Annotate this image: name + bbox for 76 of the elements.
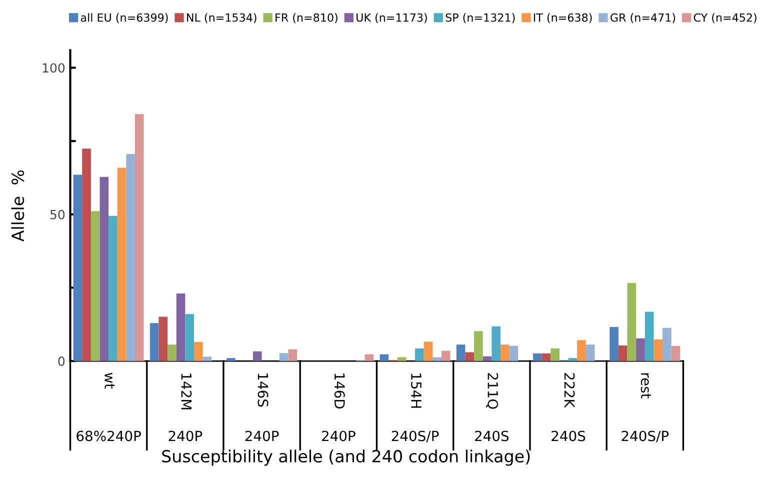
bar <box>610 326 618 362</box>
y-tick-label: 0 <box>58 356 65 366</box>
bar <box>500 344 510 362</box>
bar <box>82 148 91 362</box>
bar <box>168 344 176 362</box>
bar <box>397 357 406 362</box>
bar <box>644 312 654 362</box>
bar <box>482 356 492 362</box>
x-tick-label: rest <box>640 373 651 398</box>
bar <box>176 294 186 362</box>
bar <box>618 345 628 362</box>
bar <box>380 354 389 362</box>
y-axis-title: Allele % <box>11 170 24 242</box>
bar <box>279 353 288 362</box>
y-tick-label: 100 <box>42 63 65 73</box>
bar <box>194 342 203 362</box>
bar <box>252 351 262 362</box>
legend-label: NL (n=1534) <box>187 13 256 24</box>
x-tick-label: 146D <box>334 374 345 409</box>
bar <box>226 358 236 362</box>
x-tick-label: 222K <box>564 373 575 408</box>
legend-label: SP (n=1321) <box>446 13 515 24</box>
bar <box>364 354 374 362</box>
bar <box>533 353 542 362</box>
y-tick-label: 50 <box>50 210 65 220</box>
bar <box>550 348 560 362</box>
bar <box>73 174 82 362</box>
bar <box>662 328 672 362</box>
x-tick-label: 154H <box>411 374 422 408</box>
bar <box>202 356 212 362</box>
text: 240S <box>552 430 586 442</box>
bar <box>654 339 663 362</box>
bar <box>108 216 118 362</box>
bar <box>465 352 474 362</box>
x-axis-title: Susceptibility allele (and 240 codon linkage) <box>162 450 530 466</box>
bar <box>134 114 144 362</box>
legend-label: IT (n=638) <box>534 13 592 24</box>
x-tick-label: 146S <box>258 374 268 407</box>
bar <box>627 283 636 362</box>
bar <box>456 344 466 362</box>
bar <box>126 154 135 362</box>
bar <box>100 176 109 362</box>
bar <box>586 344 595 362</box>
bar <box>568 358 578 362</box>
text: 240S <box>475 430 509 442</box>
bar <box>671 346 680 362</box>
legend-label: CY (n=452) <box>694 13 756 24</box>
text: 240S/P <box>622 430 669 442</box>
text: 240S/P <box>392 430 439 442</box>
bar <box>158 316 168 362</box>
legend-label: UK (n=1173) <box>356 13 427 24</box>
bar <box>117 168 126 362</box>
text: 240P <box>245 430 279 442</box>
bar <box>150 323 159 362</box>
text: 68%240P <box>76 430 141 442</box>
x-tick-label: wt <box>104 372 114 389</box>
x-tick-label: 142M <box>181 374 192 410</box>
bar <box>542 353 551 362</box>
bar <box>509 346 518 362</box>
bar <box>424 342 433 362</box>
text: 240P <box>322 430 356 442</box>
bar <box>577 340 586 362</box>
legend-label: FR (n=810) <box>276 13 338 24</box>
bar <box>288 349 298 362</box>
bar <box>185 314 194 362</box>
bar <box>415 348 424 362</box>
text: 240P <box>168 430 202 442</box>
legend-label: GR (n=471) <box>610 13 676 24</box>
bar <box>492 326 500 362</box>
bar <box>474 331 483 362</box>
bar <box>432 357 442 362</box>
bar <box>636 338 645 362</box>
x-tick-label: 211Q <box>486 373 498 409</box>
legend-label: all EU (n=6399) <box>80 13 168 24</box>
bar <box>441 350 450 362</box>
bar <box>90 211 100 362</box>
